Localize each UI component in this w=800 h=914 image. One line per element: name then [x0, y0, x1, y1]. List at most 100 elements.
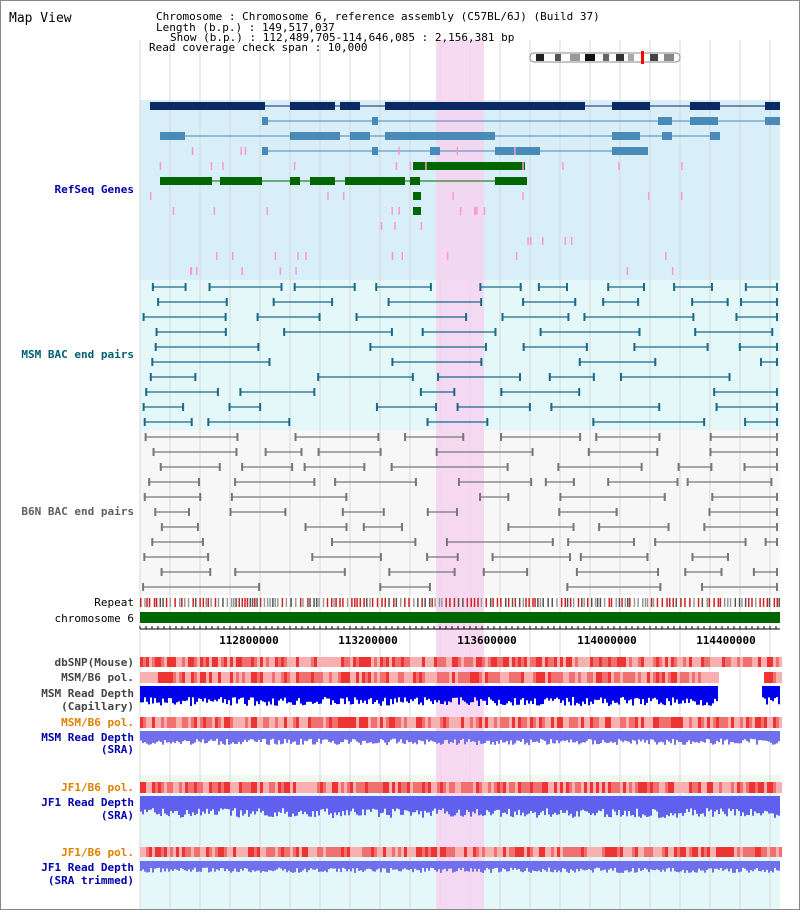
- jf1-sra-trimmed-depth-bar: [766, 861, 768, 870]
- b6n-bac-label[interactable]: B6N BAC end pairs: [21, 505, 134, 518]
- jf1-sra-depth-bar: [310, 796, 312, 817]
- repeat-mark: [729, 598, 732, 607]
- jf1-sra-trimmed-depth-bar: [356, 861, 358, 869]
- chromosome-ideogram[interactable]: [529, 51, 681, 64]
- jf1-depth-trim-label[interactable]: JF1 Read Depth: [41, 861, 134, 874]
- b6n-bac-pair-end: [709, 448, 712, 456]
- jf1-sra-trimmed-depth-bar: [612, 861, 614, 871]
- jf1-b6-pol-cell: [263, 782, 266, 793]
- chromosome-bar[interactable]: [140, 612, 780, 623]
- jf1-sra-trimmed-depth-bar: [544, 861, 546, 871]
- jf1-sra-depth-bar: [512, 796, 514, 818]
- jf1-sra-trimmed-depth-bar: [652, 861, 654, 871]
- msm-b6-pol-2-label[interactable]: MSM/B6 pol.: [61, 716, 134, 729]
- b6n-bac-pair-end: [311, 553, 314, 561]
- dbsnp-label[interactable]: dbSNP(Mouse): [55, 656, 134, 669]
- refseq-minor-mark: [213, 207, 216, 215]
- jf1-sra-depth-bar: [724, 796, 726, 815]
- gene-exon: [372, 147, 378, 155]
- dbsnp-cell: [671, 657, 674, 667]
- msm-bac-pair-end: [710, 283, 713, 291]
- msm-capillary-depth-bar: [228, 686, 230, 701]
- msm-b6-pol-2-cell: [554, 717, 557, 728]
- jf1-sra-trimmed-depth-bar: [432, 861, 434, 869]
- msm-bac-label[interactable]: MSM BAC end pairs: [21, 348, 134, 361]
- msm-b6-pol-cell: [389, 672, 392, 683]
- jf1-depth-sra-label[interactable]: JF1 Read Depth: [41, 796, 134, 809]
- jf1-sra-trimmed-depth-bar: [270, 861, 272, 871]
- msm-sra-depth-bar: [252, 731, 254, 740]
- refseq-minor-mark: [409, 162, 412, 170]
- jf1-sra-trimmed-depth-bar: [200, 861, 202, 872]
- msm-capillary-depth-bar: [538, 686, 540, 706]
- jf1-b6-pol-2-cell: [452, 847, 455, 857]
- msm-capillary-depth-bar: [420, 686, 422, 703]
- msm-b6-pol-cell: [584, 672, 587, 683]
- msm-bac-pair-end: [207, 418, 210, 426]
- msm-sra-depth-bar: [188, 731, 190, 741]
- jf1-sra-trimmed-depth-bar: [718, 861, 720, 870]
- jf1-b6-pol-cell: [416, 782, 419, 793]
- msm-b6-pol-2-cell: [179, 717, 182, 728]
- jf1-b6-pol-2-cell: [689, 847, 692, 857]
- msm-b6-pol-cell: [689, 672, 692, 683]
- jf1-sra-depth-bar: [378, 796, 380, 817]
- repeat-mark: [376, 598, 379, 607]
- jf1-b6-pol-cell: [215, 782, 218, 793]
- dbsnp-cell: [200, 657, 203, 667]
- jf1-sra-trimmed-depth-bar: [634, 861, 636, 873]
- jf1-b6-pol-2-cell: [446, 847, 449, 857]
- jf1-b6-pol-cell: [281, 782, 284, 793]
- jf1-sra-trimmed-depth-bar: [202, 861, 204, 868]
- dbsnp-cell: [176, 657, 179, 667]
- jf1-sra-depth-bar: [728, 796, 730, 809]
- msm-sra-depth-bar: [368, 731, 370, 743]
- msm-sra-depth-bar: [684, 731, 686, 745]
- jf1-b6-pol-2-label[interactable]: JF1/B6 pol.: [61, 846, 134, 859]
- gene-exon: [262, 147, 268, 155]
- jf1-sra-trimmed-depth-bar: [758, 861, 760, 872]
- jf1-sra-trimmed-depth-bar: [602, 861, 604, 871]
- jf1-sra-trimmed-depth-bar: [286, 861, 288, 873]
- jf1-sra-depth-bar: [386, 796, 388, 815]
- b6n-bac-pair-end: [201, 538, 204, 546]
- jf1-b6-pol-cell: [365, 782, 368, 793]
- msm-b6-pol-label[interactable]: MSM/B6 pol.: [61, 671, 134, 684]
- msm-b6-pol-cell: [497, 672, 500, 683]
- msm-b6-pol-2-cell: [668, 717, 671, 728]
- jf1-b6-pol-2-cell: [317, 847, 320, 857]
- jf1-b6-pol-cell: [407, 782, 410, 793]
- repeat-mark: [603, 598, 606, 607]
- refseq-minor-mark: [222, 162, 224, 170]
- msm-sra-depth-bar: [386, 731, 388, 745]
- jf1-sra-depth-bar: [414, 796, 416, 813]
- jf1-b6-pol-cell: [614, 782, 617, 793]
- repeat-mark: [590, 598, 593, 607]
- jf1-b6-pol-cell: [638, 782, 641, 793]
- jf1-sra-depth-bar: [630, 796, 632, 816]
- msm-depth-cap-label[interactable]: MSM Read Depth: [41, 687, 134, 700]
- jf1-sra-depth-bar: [706, 796, 708, 809]
- jf1-b6-pol-2-cell: [701, 847, 704, 857]
- jf1-b6-pol-cell: [584, 782, 587, 793]
- dbsnp-cell: [527, 657, 530, 667]
- jf1-sra-depth-bar: [644, 796, 646, 816]
- jf1-sra-trimmed-depth-bar: [176, 861, 178, 870]
- dbsnp-cell: [653, 657, 656, 667]
- jf1-sra-trimmed-depth-bar: [500, 861, 502, 872]
- msm-sra-depth-bar: [734, 731, 736, 744]
- refseq-minor-mark: [241, 267, 243, 275]
- msm-sra-depth-bar: [360, 731, 362, 745]
- msm-bac-pair-end: [744, 418, 747, 426]
- repeat-mark: [205, 598, 207, 607]
- jf1-b6-pol-2-cell: [776, 847, 779, 857]
- repeat-mark: [249, 598, 252, 607]
- jf1-b6-pol-label[interactable]: JF1/B6 pol.: [61, 781, 134, 794]
- refseq-label[interactable]: RefSeq Genes: [55, 183, 134, 196]
- msm-sra-depth-bar: [778, 731, 780, 742]
- msm-depth-sra-label[interactable]: MSM Read Depth: [41, 731, 134, 744]
- msm-capillary-depth-bar: [714, 686, 716, 699]
- dbsnp-cell: [608, 657, 611, 667]
- jf1-sra-trimmed-depth-bar: [362, 861, 364, 872]
- jf1-sra-trimmed-depth-bar: [572, 861, 574, 871]
